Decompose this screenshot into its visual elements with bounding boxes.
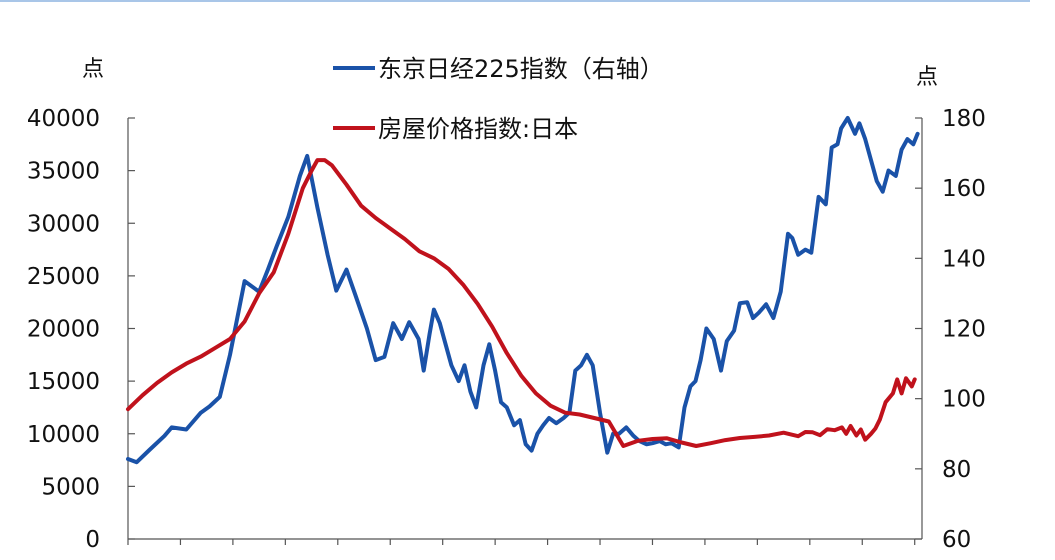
right-tick-label: 160 bbox=[942, 176, 986, 202]
left-tick-label: 10000 bbox=[27, 422, 100, 448]
left-axis-unit: 点 bbox=[82, 57, 104, 82]
x-axis-ticks bbox=[127, 539, 916, 545]
legend: 东京日经225指数（右轴） 房屋价格指数:日本 bbox=[333, 55, 664, 143]
left-tick-label: 40000 bbox=[27, 106, 100, 132]
left-tick-label: 15000 bbox=[27, 369, 100, 395]
series-layer bbox=[126, 116, 920, 465]
right-tick-label: 60 bbox=[942, 527, 971, 553]
left-axis-ticks: 0 5000 10000 15000 20000 25000 30000 35000 40000 bbox=[27, 106, 135, 553]
series-line-nikkei bbox=[126, 116, 920, 465]
right-tick-label: 120 bbox=[942, 317, 986, 343]
left-tick-label: 25000 bbox=[27, 264, 100, 290]
left-tick-label: 20000 bbox=[27, 317, 100, 343]
axes bbox=[127, 118, 923, 540]
right-tick-label: 80 bbox=[942, 457, 971, 483]
left-tick-label: 35000 bbox=[27, 159, 100, 185]
left-tick-label: 30000 bbox=[27, 211, 100, 237]
series-line-house-price bbox=[126, 158, 917, 448]
legend-label-house-price: 房屋价格指数:日本 bbox=[378, 115, 578, 143]
legend-label-nikkei: 东京日经225指数（右轴） bbox=[378, 55, 664, 83]
right-tick-label: 140 bbox=[942, 246, 986, 272]
left-tick-label: 0 bbox=[85, 527, 100, 553]
top-rule bbox=[0, 0, 1030, 2]
right-tick-label: 100 bbox=[942, 387, 986, 413]
right-tick-label: 180 bbox=[942, 106, 986, 132]
right-axis-ticks: 60 80 100 120 140 160 180 bbox=[915, 106, 986, 553]
left-tick-label: 5000 bbox=[41, 474, 100, 500]
right-axis-unit: 点 bbox=[916, 65, 938, 90]
